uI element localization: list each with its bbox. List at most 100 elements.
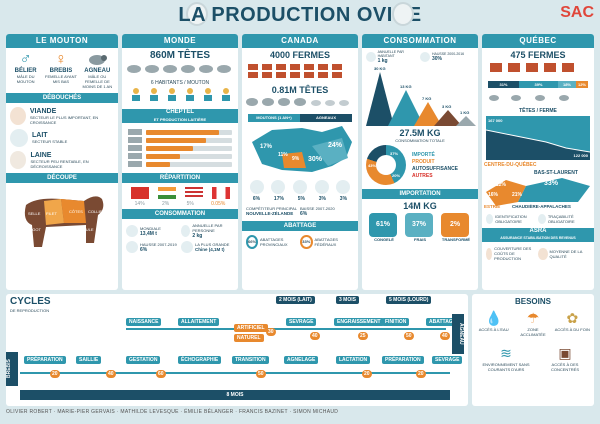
kg-label: 30 KG bbox=[374, 66, 386, 71]
quebec-features: IDENTIFICATION OBLIGATOIRE TRAÇABILITÉ O… bbox=[482, 212, 594, 226]
quebec-fermes: 475 FERMES bbox=[510, 50, 566, 60]
lamb-cuts-diagram: CÔTES COLLIER FILET SELLE ÉPAULE POITRIN… bbox=[24, 196, 105, 247]
duration-pill: 25 bbox=[358, 332, 368, 340]
tracking-icon bbox=[538, 214, 546, 224]
step-sevrage-2: SEVRAGE bbox=[432, 356, 463, 364]
debouche-laine: LAINE SECTEUR PEU RENTABLE, EN DÉCROISSA… bbox=[6, 149, 118, 171]
besoins-row-2: ≋ ENVIRONNEMENT SANS COURANTS D'AIRS ▣ ACC… bbox=[472, 341, 594, 376]
legend-item: AUTRES bbox=[412, 172, 433, 179]
person-icon bbox=[366, 52, 376, 62]
cut-label: COLLIER bbox=[88, 209, 105, 214]
cycles-sub: DE REPRODUCTION bbox=[10, 308, 50, 313]
region-label: ESTRIE bbox=[484, 204, 501, 209]
donut-legend: IMPORTÉ PRODUIT AUTOSUFFISANCE AUTRES bbox=[412, 151, 458, 180]
import-pct: 61% bbox=[369, 213, 397, 237]
hay-icon: ✿ bbox=[566, 310, 579, 326]
import-label: CONGELÉ bbox=[374, 237, 394, 242]
abattage-pct: 33% bbox=[300, 235, 313, 249]
plus-grande-label: LA PLUS GRANDE bbox=[195, 242, 230, 247]
belier-desc: MÂLE DU MOUTON bbox=[16, 74, 35, 84]
cut-label: ÉPAULE bbox=[78, 227, 94, 232]
agneau-side-label: AGNEAU bbox=[452, 314, 464, 354]
step-engraissement: ENGRAISSEMENT bbox=[334, 318, 384, 326]
herd-val: 39% bbox=[519, 81, 558, 88]
duration-pill: 20 bbox=[362, 370, 372, 378]
trophy-icon bbox=[181, 241, 193, 253]
canada-flag-icon bbox=[211, 187, 230, 199]
globe-icon bbox=[126, 225, 138, 237]
panel-title: MONDE bbox=[122, 34, 238, 48]
step-echographie: ÉCHOGRAPHIE bbox=[178, 356, 222, 364]
panel-besoins: BESOINS 💧 ACCÈS À L'EAU ☂ ZONE ACCLIMATÉE … bbox=[472, 294, 594, 406]
rep-value: 14% bbox=[134, 201, 145, 207]
cut-label: GIGOT bbox=[28, 227, 41, 232]
sheep-row-icons bbox=[127, 65, 231, 73]
kg-label: 13 KG bbox=[400, 84, 412, 89]
bar-label: AGNEAUX bbox=[300, 114, 352, 122]
debouches-header: DÉBOUCHÉS bbox=[6, 93, 118, 103]
abattage-label: ABATTAGES PROVINCIAUX bbox=[260, 237, 288, 247]
donut-pct: 37% bbox=[390, 151, 399, 156]
cut-label: SELLE bbox=[28, 211, 41, 216]
person-icon bbox=[181, 225, 191, 237]
water-drop-icon: 💧 bbox=[484, 310, 503, 326]
rep-value: 2% bbox=[162, 201, 170, 207]
region-label: CENTRE-DU-QUÉBEC bbox=[484, 162, 537, 168]
cut-label: CÔTES bbox=[69, 209, 83, 214]
quebec-regions: CENTRE-DU-QUÉBEC BAS-ST-LAURENT 12% 16% … bbox=[482, 162, 594, 212]
map-pct: 9% bbox=[292, 156, 300, 162]
span-label: 3 MOIS bbox=[336, 296, 359, 304]
panel-title: LE MOUTON bbox=[6, 34, 118, 48]
cheptel-title: CHEPTEL bbox=[165, 109, 194, 115]
brebis-desc: FEMELLE AYANT MIS BAS bbox=[45, 74, 77, 84]
tag-icon bbox=[486, 214, 494, 224]
rep-value: 0.05% bbox=[211, 201, 226, 207]
credits: OLIVIER ROBERT · MARIE-PIER GERVAIS · MA… bbox=[6, 409, 339, 415]
milk-icon bbox=[10, 129, 28, 147]
kg-label: 3 KG bbox=[442, 104, 452, 109]
meat-mountains-chart: 30 KG 13 KG 7 KG 3 KG 1 KG bbox=[362, 66, 478, 128]
panel-canada: CANADA 4000 FERMES 0.81M TÊTES MOUTONS (… bbox=[242, 34, 358, 290]
region-pct: 21% bbox=[512, 192, 523, 198]
brebis-timeline bbox=[20, 372, 450, 374]
cut-label: FILET bbox=[46, 211, 57, 216]
annuelle-label: ANNUELLE PAR PERSONNE bbox=[192, 223, 223, 233]
debouche-lait: LAIT SECTEUR STABLE bbox=[6, 127, 118, 149]
donut-chart: 43% 37% 20% bbox=[366, 145, 406, 185]
panel-title: QUÉBEC bbox=[482, 34, 594, 48]
region-pct: 16% bbox=[488, 192, 499, 198]
china-flag-icon bbox=[130, 187, 149, 199]
step-gestation: GESTATION bbox=[126, 356, 161, 364]
baisse-label: BAISSE 2007-2020 bbox=[300, 206, 335, 211]
monde-consommation-grid: MONDIALE 13,4M t ANNUELLE PAR PERSONNE 2 k… bbox=[122, 221, 238, 255]
barn-icons bbox=[490, 63, 574, 72]
money-icon bbox=[486, 247, 493, 260]
lait-label: LAIT bbox=[32, 132, 48, 139]
option-artificiel: ARTIFICIEL bbox=[234, 324, 268, 332]
usa-flag-icon bbox=[184, 187, 203, 199]
panel-title: CANADA bbox=[242, 34, 358, 48]
herd-val: 31% bbox=[488, 81, 519, 88]
besoin-label: ACCÈS À L'EAU bbox=[478, 327, 509, 332]
map-pct: 24% bbox=[328, 142, 343, 149]
wool-icon bbox=[10, 151, 27, 169]
consommation-stats: ANNUELLE PAR HABITANT 1 kg HAUSSE 2000-20… bbox=[362, 48, 478, 66]
asra-item: MOYENNE DE LA QUALITÉ bbox=[549, 248, 583, 259]
besoin-label: ACCÈS À DU FOIN bbox=[554, 327, 590, 332]
sheep-icon bbox=[314, 180, 329, 194]
duration-pill: 30 bbox=[266, 328, 276, 336]
step-finition: FINITION bbox=[382, 318, 410, 326]
besoins-title: BESOINS bbox=[514, 297, 551, 306]
map-pct: 30% bbox=[308, 156, 323, 163]
herd-val: 18% bbox=[558, 81, 576, 88]
cheptel-sub: ET PRODUCTION LAITIÈRE bbox=[153, 117, 207, 122]
region-pct: 33% bbox=[544, 180, 559, 187]
asra-sub: ASSURANCE STABILISATION DES REVENUS bbox=[500, 236, 576, 240]
step-agnelage: AGNELAGE bbox=[284, 356, 319, 364]
import-pct: 37% bbox=[405, 213, 433, 237]
import-breakdown: 61% CONGELÉ 37% FRAIS 2% TRANSFORMÉ bbox=[362, 211, 478, 244]
medal-icon bbox=[538, 247, 548, 260]
sun-umbrella-icon: ☂ bbox=[526, 310, 540, 326]
monde-ratio: 6 HABITANTS / MOUTON bbox=[150, 80, 210, 86]
laine-label: LAINE bbox=[30, 151, 52, 159]
